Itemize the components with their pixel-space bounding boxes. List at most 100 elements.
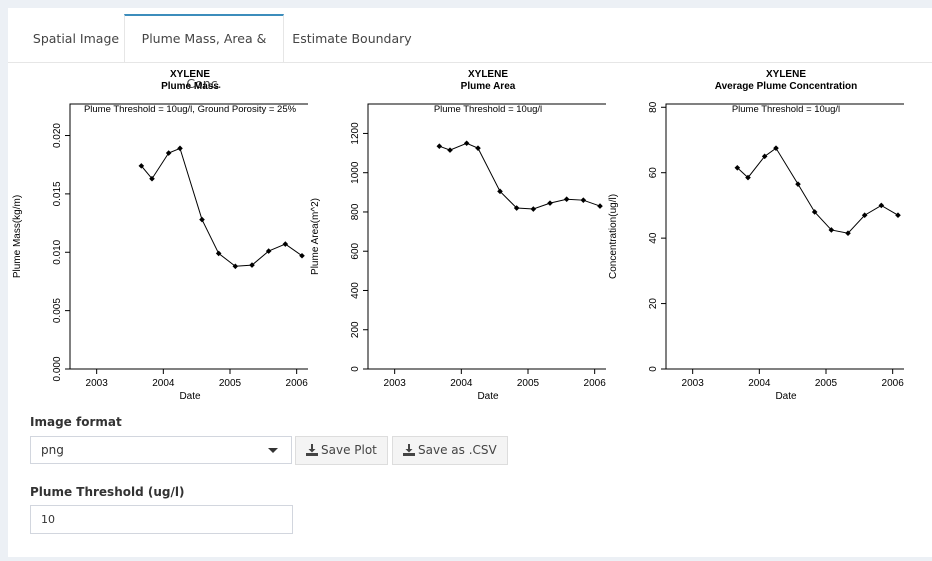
save-csv-button[interactable]: Save as .CSV	[392, 436, 508, 465]
plot-frame	[665, 103, 904, 370]
x-tick-label: 2005	[219, 378, 242, 389]
plume-mass-chart: XYLENE Plume Mass Plume Threshold = 10ug/l…	[8, 68, 308, 403]
x-tick-label: 2006	[584, 378, 606, 389]
data-point	[580, 197, 587, 203]
download-icon	[403, 444, 415, 456]
plume-threshold-value: 10	[41, 513, 55, 526]
data-point	[530, 206, 537, 212]
data-point	[249, 262, 255, 268]
data-point	[734, 164, 741, 171]
save-plot-label: Save Plot	[321, 443, 377, 457]
x-tick-label: 2005	[517, 378, 540, 389]
series-line	[140, 147, 303, 267]
data-point	[895, 212, 901, 219]
data-point	[761, 153, 768, 160]
y-tick-label: 20	[648, 298, 659, 310]
data-point	[299, 252, 305, 259]
data-point	[282, 241, 289, 247]
x-tick-label: 2004	[450, 378, 473, 389]
y-tick-label: 0.005	[52, 298, 63, 323]
data-point	[199, 216, 205, 223]
chart-title: XYLENE	[766, 69, 806, 80]
y-tick-label: 80	[648, 101, 659, 113]
main-panel: Spatial Image Plume Mass, Area & Conc. E…	[8, 8, 932, 557]
plot-frame	[367, 103, 606, 370]
data-point	[436, 143, 443, 150]
y-tick-label: 600	[350, 242, 361, 259]
y-tick-label: 60	[648, 167, 659, 179]
x-axis-label: Date	[775, 391, 797, 402]
data-point	[828, 227, 835, 233]
tab-bar: Spatial Image Plume Mass, Area & Conc. E…	[8, 14, 932, 91]
data-point	[513, 205, 520, 211]
y-tick-label: 0	[648, 366, 659, 372]
chart-annotation: Plume Threshold = 10ug/l	[434, 104, 542, 115]
y-tick-label: 1200	[350, 122, 361, 145]
chevron-down-icon	[268, 448, 278, 453]
plume-threshold-label: Plume Threshold (ug/l)	[30, 485, 185, 499]
data-point	[165, 150, 172, 156]
x-tick-label: 2003	[384, 378, 407, 389]
x-tick-label: 2004	[748, 378, 771, 389]
x-tick-label: 2005	[815, 378, 838, 389]
chart-annotation: Plume Threshold = 10ug/l, Ground Porosit…	[84, 104, 297, 115]
x-tick-label: 2004	[152, 378, 175, 389]
chart-subtitle: Plume Area	[461, 81, 516, 92]
data-point	[497, 188, 503, 195]
series-line	[439, 142, 601, 210]
data-point	[232, 263, 239, 270]
chart-subtitle: Plume Mass	[161, 81, 219, 92]
download-icon	[306, 444, 318, 456]
data-point	[878, 202, 885, 209]
data-point	[475, 145, 481, 151]
image-format-label: Image format	[30, 415, 122, 429]
y-tick-label: 400	[350, 282, 361, 299]
y-tick-label: 0.010	[52, 239, 63, 264]
x-tick-label: 2006	[882, 378, 904, 389]
x-tick-label: 2006	[286, 378, 308, 389]
data-point	[149, 175, 155, 182]
image-format-value: png	[41, 443, 64, 457]
chart-subtitle: Average Plume Concentration	[715, 81, 857, 92]
plume-area-chart: XYLENE Plume Area Plume Threshold = 10ug/l…	[306, 68, 606, 403]
data-point	[547, 200, 553, 206]
tab-plume-mass-area-conc[interactable]: Plume Mass, Area & Conc.	[124, 14, 284, 91]
plume-concentration-chart: XYLENE Average Plume Concentration Plume T…	[604, 68, 904, 403]
data-point	[177, 145, 183, 152]
series-line	[736, 147, 899, 234]
x-tick-label: 2003	[682, 378, 705, 389]
y-axis-label: Plume Area(m^2)	[310, 198, 321, 275]
y-tick-label: 0	[350, 366, 361, 372]
x-axis-label: Date	[179, 391, 201, 402]
y-axis-label: Concentration(ug/l)	[608, 194, 619, 279]
tab-spatial-image[interactable]: Spatial Image	[32, 31, 120, 46]
chart-title: XYLENE	[170, 69, 210, 80]
x-axis-label: Date	[477, 391, 499, 402]
data-point	[215, 250, 222, 257]
tab-estimate-boundary[interactable]: Estimate Boundary	[292, 31, 412, 46]
data-point	[563, 196, 570, 203]
data-point	[463, 140, 470, 147]
y-tick-label: 0.020	[52, 123, 63, 148]
data-point	[265, 248, 272, 254]
y-tick-label: 800	[350, 203, 361, 220]
chart-annotation: Plume Threshold = 10ug/l	[732, 104, 840, 115]
image-format-select[interactable]: png	[30, 436, 292, 464]
data-point	[811, 209, 818, 215]
data-point	[861, 212, 868, 219]
y-tick-label: 200	[350, 321, 361, 338]
y-tick-label: 0.000	[52, 356, 63, 381]
y-axis-label: Plume Mass(kg/m)	[12, 195, 23, 278]
plume-threshold-input[interactable]: 10	[30, 505, 293, 534]
y-tick-label: 40	[648, 232, 659, 244]
data-point	[447, 147, 453, 153]
save-csv-label: Save as .CSV	[418, 443, 497, 457]
data-point	[597, 203, 603, 209]
data-point	[138, 163, 145, 169]
save-plot-button[interactable]: Save Plot	[295, 436, 388, 465]
y-tick-label: 0.015	[52, 181, 63, 206]
y-tick-label: 1000	[350, 161, 361, 184]
x-tick-label: 2003	[86, 378, 109, 389]
plot-frame	[69, 103, 308, 370]
data-point	[795, 181, 801, 187]
